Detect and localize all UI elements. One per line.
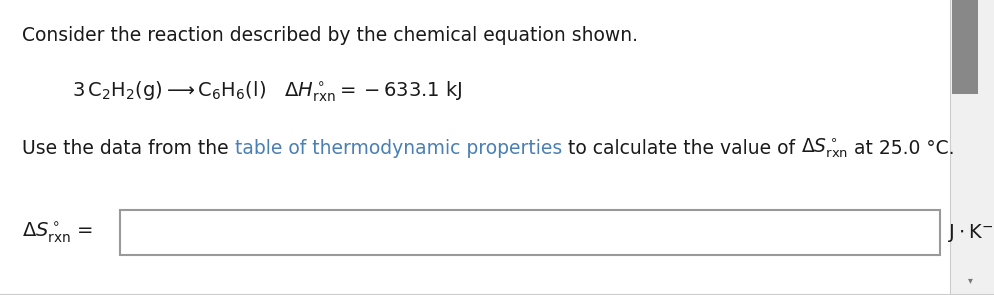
Text: $3\,\mathrm{C_2H_2(g)}\longrightarrow \mathrm{C_6H_6(l)}\quad\Delta H^\circ_{\ma: $3\,\mathrm{C_2H_2(g)}\longrightarrow \m…	[72, 80, 462, 104]
Text: Consider the reaction described by the chemical equation shown.: Consider the reaction described by the c…	[22, 26, 637, 45]
Text: to calculate the value of: to calculate the value of	[562, 138, 800, 158]
Text: Use the data from the: Use the data from the	[22, 138, 235, 158]
Bar	[120, 210, 939, 255]
Text: ▾: ▾	[967, 275, 971, 285]
Text: $\Delta S^\circ_{\mathrm{rxn}}$: $\Delta S^\circ_{\mathrm{rxn}}$	[800, 136, 847, 160]
Text: $\Delta S^\circ_{\mathrm{rxn}}$ =: $\Delta S^\circ_{\mathrm{rxn}}$ =	[22, 220, 93, 245]
Text: table of thermodynamic properties: table of thermodynamic properties	[235, 138, 562, 158]
Bar	[949, 0, 994, 295]
Text: at 25.0 °C.: at 25.0 °C.	[847, 138, 953, 158]
Text: $\mathrm{J \cdot K^{-1}}$: $\mathrm{J \cdot K^{-1}}$	[947, 219, 994, 245]
Bar	[951, 0, 977, 94]
